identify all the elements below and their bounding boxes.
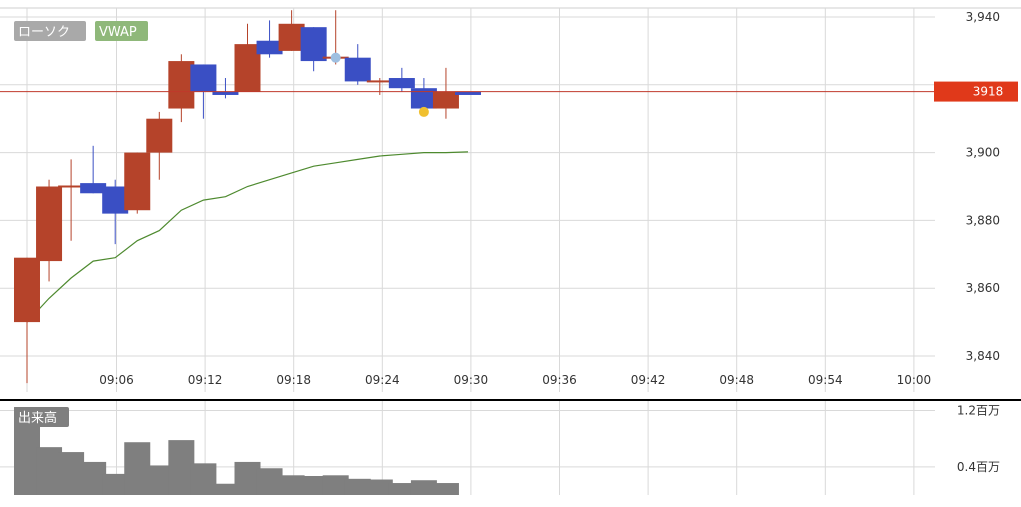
volume-tick-label: 0.4百万 bbox=[957, 460, 1000, 474]
candle-body bbox=[168, 61, 195, 109]
volume-label: 出来高 bbox=[18, 410, 57, 426]
y-tick-label: 3,860 bbox=[966, 281, 1000, 295]
y-tick-label: 3,940 bbox=[966, 10, 1000, 24]
volume-bar bbox=[146, 465, 173, 495]
candle-body bbox=[102, 186, 129, 214]
volume-bar bbox=[58, 452, 85, 495]
candle bbox=[80, 145, 107, 194]
volume-bar bbox=[344, 478, 371, 495]
candle-marker bbox=[418, 106, 429, 117]
candle-body bbox=[344, 57, 371, 82]
volume-bar bbox=[366, 479, 393, 495]
candle-body bbox=[212, 91, 239, 95]
candle bbox=[124, 152, 151, 214]
volume-bar bbox=[80, 461, 107, 495]
volume-bar bbox=[410, 480, 437, 495]
volume-layer: 0.4百万 1.2百万 bbox=[14, 404, 1000, 495]
candle bbox=[300, 27, 327, 72]
candle-body bbox=[80, 183, 107, 194]
x-tick-label: 09:48 bbox=[719, 373, 754, 387]
legend-candle-label: ローソク bbox=[18, 25, 70, 40]
legend-vwap-label: VWAP bbox=[99, 25, 137, 40]
x-tick-label: 09:24 bbox=[365, 373, 400, 387]
candle-body bbox=[278, 23, 305, 51]
volume-bar bbox=[278, 475, 305, 495]
x-tick-label: 09:12 bbox=[188, 373, 223, 387]
candle-body bbox=[388, 78, 415, 89]
candle bbox=[366, 78, 393, 95]
candle-body bbox=[300, 27, 327, 62]
volume-legend: 出来高 bbox=[14, 407, 69, 427]
y-tick-label: 3,840 bbox=[966, 349, 1000, 363]
vwap-layer bbox=[26, 151, 469, 323]
volume-bar bbox=[388, 483, 415, 495]
candle-body bbox=[190, 64, 217, 92]
legend-vwap-tag[interactable] bbox=[95, 21, 148, 41]
candle bbox=[168, 54, 195, 123]
legend-candle-tag[interactable] bbox=[14, 21, 86, 41]
volume-bar bbox=[256, 468, 283, 495]
volume-bar bbox=[322, 475, 349, 495]
legend: ローソク VWAP bbox=[14, 21, 148, 41]
x-tick-label: 09:54 bbox=[808, 373, 843, 387]
volume-bar bbox=[212, 483, 239, 495]
candle bbox=[58, 159, 85, 241]
candle-body bbox=[234, 44, 261, 92]
current-price-label: 3918 bbox=[973, 85, 1004, 99]
candle-layer bbox=[14, 10, 481, 384]
volume-bar bbox=[300, 476, 327, 495]
volume-bar bbox=[168, 440, 195, 495]
candle bbox=[278, 10, 305, 51]
candle-body bbox=[146, 118, 173, 153]
candle-body bbox=[366, 80, 393, 83]
candle-marker bbox=[330, 52, 341, 63]
candle-body bbox=[58, 185, 85, 188]
candle-body bbox=[455, 91, 481, 95]
grid-layer bbox=[0, 8, 935, 495]
axis-layer: 09:06 09:12 09:18 09:24 09:30 09:36 09:42 09:48… bbox=[99, 10, 1000, 387]
x-tick-label: 09:06 bbox=[99, 373, 134, 387]
price-line-layer: 3918 bbox=[0, 81, 1018, 102]
volume-bar bbox=[190, 463, 217, 495]
x-tick-label: 09:42 bbox=[631, 373, 666, 387]
volume-bar bbox=[102, 473, 129, 495]
x-tick-label: 10:00 bbox=[897, 373, 932, 387]
candle bbox=[146, 111, 173, 180]
candle bbox=[14, 257, 40, 384]
candle bbox=[432, 67, 459, 119]
candle-body bbox=[36, 186, 63, 262]
volume-bar bbox=[36, 447, 63, 495]
y-tick-label: 3,880 bbox=[966, 213, 1000, 227]
current-price-tag bbox=[934, 81, 1018, 102]
candle-body bbox=[14, 257, 40, 323]
volume-bar bbox=[432, 483, 459, 495]
candle bbox=[256, 20, 283, 58]
candle-body bbox=[124, 152, 151, 211]
candle-body bbox=[432, 91, 459, 109]
candle bbox=[36, 179, 63, 282]
candle bbox=[234, 23, 261, 92]
vwap-line bbox=[26, 151, 469, 323]
volume-label-tag bbox=[14, 407, 69, 427]
x-tick-label: 09:18 bbox=[276, 373, 311, 387]
candle bbox=[212, 78, 239, 99]
volume-bar bbox=[124, 442, 151, 495]
volume-bar bbox=[234, 461, 261, 495]
y-tick-label: 3,900 bbox=[966, 146, 1000, 160]
x-tick-label: 09:36 bbox=[542, 373, 577, 387]
candle bbox=[102, 179, 129, 245]
candle-body bbox=[256, 40, 283, 55]
marker-layer bbox=[330, 52, 429, 117]
candle bbox=[455, 91, 481, 95]
candle bbox=[344, 44, 371, 85]
candle bbox=[388, 67, 415, 92]
candle-body bbox=[410, 88, 437, 109]
x-tick-label: 09:30 bbox=[454, 373, 489, 387]
volume-tick-label: 1.2百万 bbox=[957, 404, 1000, 418]
